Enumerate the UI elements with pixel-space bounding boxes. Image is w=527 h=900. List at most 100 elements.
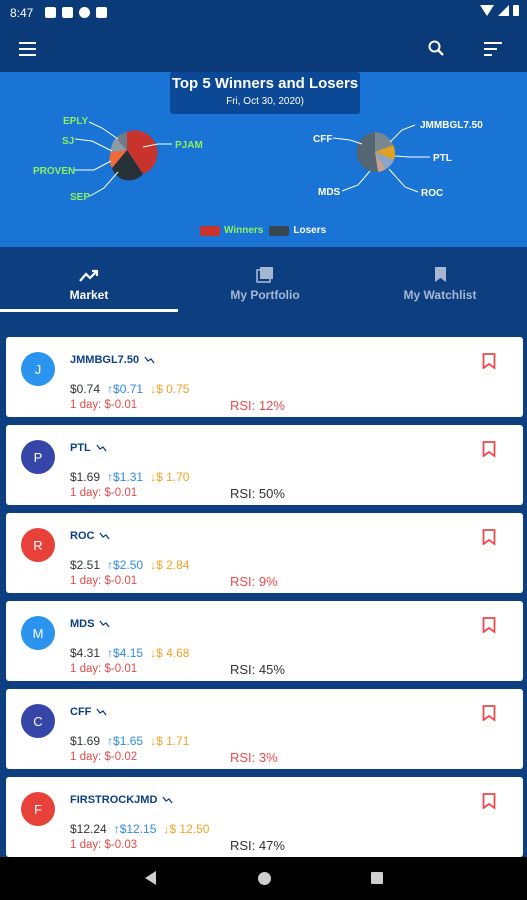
tab-market[interactable]: Market xyxy=(1,247,177,313)
tab-my-watchlist[interactable]: My Watchlist xyxy=(352,247,527,313)
stock-low: ↓$ 1.70 xyxy=(150,470,190,484)
recent-apps-icon[interactable] xyxy=(371,872,383,884)
label-eply: EPLY xyxy=(63,116,89,127)
stock-card[interactable]: M MDS $4.31 ↑$4.15 ↓$ 4.68 1 day: $-0.01… xyxy=(6,601,523,681)
pie-slice-sep xyxy=(112,150,143,181)
stock-price: $1.69 xyxy=(70,470,101,484)
stock-card[interactable]: F FIRSTROCKJMD $12.24 ↑$12.15 ↓$ 12.50 1… xyxy=(6,777,523,857)
chart-title-box: Top 5 Winners and Losers Fri, Oct 30, 20… xyxy=(170,72,360,114)
rsi-value: RSI: 47% xyxy=(230,838,285,853)
pie-slice-ptl xyxy=(375,145,396,160)
label-proven: PROVEN xyxy=(33,166,75,177)
stock-symbol: ROC xyxy=(70,530,95,542)
trend-down-icon xyxy=(99,532,110,540)
bookmark-icon[interactable] xyxy=(482,705,496,721)
pie-slice-jmmbgl xyxy=(375,132,393,152)
avatar: P xyxy=(21,440,55,474)
chart-legend: Winners Losers xyxy=(200,225,332,236)
home-icon[interactable] xyxy=(258,872,271,885)
tab-indicator xyxy=(0,309,178,312)
chart-subtitle: Fri, Oct 30, 2020) xyxy=(226,96,304,107)
stock-symbol: MDS xyxy=(70,618,95,630)
status-time: 8:47 xyxy=(10,6,34,20)
trend-down-icon xyxy=(96,444,107,452)
stock-high: ↑$0.71 xyxy=(107,382,144,396)
losers-pie xyxy=(332,124,430,193)
stock-symbol: JMMBGL7.50 xyxy=(70,354,140,366)
chart-title: Top 5 Winners and Losers xyxy=(171,75,359,92)
pie-slice-roc xyxy=(375,152,394,169)
day-change: 1 day: $-0.01 xyxy=(70,575,138,587)
label-jmmbgl: JMMBGL7.50 xyxy=(420,120,483,131)
tab-my-portfolio-label: My Portfolio xyxy=(230,288,300,302)
stock-card[interactable]: C CFF $1.69 ↑$1.65 ↓$ 1.71 1 day: $-0.02… xyxy=(6,689,523,769)
stock-symbol: PTL xyxy=(70,442,91,454)
menu-icon[interactable] xyxy=(19,42,36,56)
avatar: C xyxy=(21,704,55,738)
legend-losers: Losers xyxy=(269,225,326,236)
day-change: 1 day: $-0.02 xyxy=(70,751,138,763)
stock-high: ↑$1.65 xyxy=(107,734,144,748)
winners-pie xyxy=(74,121,172,197)
trend-down-icon xyxy=(162,796,173,804)
trending-icon xyxy=(79,269,99,282)
day-change: 1 day: $-0.01 xyxy=(70,399,138,411)
stock-price: $2.51 xyxy=(70,558,101,572)
stock-low: ↓$ 2.84 xyxy=(150,558,190,572)
bookmark-icon[interactable] xyxy=(482,793,496,809)
pie-slice-eply xyxy=(116,132,127,150)
pie-slice-cff xyxy=(356,132,378,173)
day-change: 1 day: $-0.03 xyxy=(70,839,138,851)
label-roc: ROC xyxy=(421,188,443,199)
stock-high: ↑$12.15 xyxy=(113,822,157,836)
battery-icon xyxy=(513,5,519,16)
label-sj: SJ xyxy=(62,136,74,147)
label-mds: MDS xyxy=(318,187,341,198)
bookmark-icon[interactable] xyxy=(482,441,496,457)
rsi-value: RSI: 12% xyxy=(230,398,285,413)
back-icon[interactable] xyxy=(145,871,156,885)
sort-icon[interactable] xyxy=(484,42,502,56)
legend-winners: Winners xyxy=(200,225,263,236)
stock-price: $4.31 xyxy=(70,646,101,660)
wifi-icon xyxy=(480,5,494,16)
label-sep: SEP xyxy=(70,192,90,203)
tab-market-label: Market xyxy=(69,288,109,302)
pie-slice-mds xyxy=(375,152,386,172)
stock-low: ↓$ 12.50 xyxy=(163,822,210,836)
activity-icon xyxy=(62,7,73,18)
tab-my-portfolio[interactable]: My Portfolio xyxy=(177,247,353,313)
bookmark-icon[interactable] xyxy=(482,529,496,545)
avatar: J xyxy=(21,352,55,386)
stock-card[interactable]: J JMMBGL7.50 $0.74 ↑$0.71 ↓$ 0.75 1 day:… xyxy=(6,337,523,417)
status-bar: 8:47 xyxy=(0,0,527,25)
stock-symbol: CFF xyxy=(70,706,92,718)
stock-card[interactable]: R ROC $2.51 ↑$2.50 ↓$ 2.84 1 day: $-0.01… xyxy=(6,513,523,593)
search-icon[interactable] xyxy=(428,40,444,56)
stock-price: $0.74 xyxy=(70,382,101,396)
stock-symbol: FIRSTROCKJMD xyxy=(70,794,158,806)
stock-high: ↑$2.50 xyxy=(107,558,144,572)
notification-icon xyxy=(45,7,56,18)
label-pjam: PJAM xyxy=(175,140,203,151)
app-bar xyxy=(0,25,527,72)
stock-high: ↑$1.31 xyxy=(107,470,144,484)
stock-low: ↓$ 4.68 xyxy=(150,646,190,660)
stock-list[interactable]: J JMMBGL7.50 $0.74 ↑$0.71 ↓$ 0.75 1 day:… xyxy=(0,313,527,857)
winners-losers-chart: EPLY SJ PROVEN SEP PJAM CFF JMMBGL7.50 P… xyxy=(0,72,527,247)
stock-card[interactable]: P PTL $1.69 ↑$1.31 ↓$ 1.70 1 day: $-0.01… xyxy=(6,425,523,505)
pie-slice-proven xyxy=(109,150,127,168)
stock-price: $1.69 xyxy=(70,734,101,748)
rsi-value: RSI: 3% xyxy=(230,750,278,765)
tab-bar: Market My Portfolio My Watchlist xyxy=(0,247,527,313)
system-nav-bar xyxy=(0,857,527,900)
pie-slice-sj xyxy=(110,138,127,152)
stock-low: ↓$ 1.71 xyxy=(150,734,190,748)
bookmark-icon[interactable] xyxy=(482,353,496,369)
pie-charts: EPLY SJ PROVEN SEP PJAM CFF JMMBGL7.50 P… xyxy=(33,116,483,203)
rsi-value: RSI: 45% xyxy=(230,662,285,677)
signal-icon xyxy=(498,5,509,16)
bookmark-icon xyxy=(434,267,446,282)
bookmark-icon[interactable] xyxy=(482,617,496,633)
avatar: M xyxy=(21,616,55,650)
